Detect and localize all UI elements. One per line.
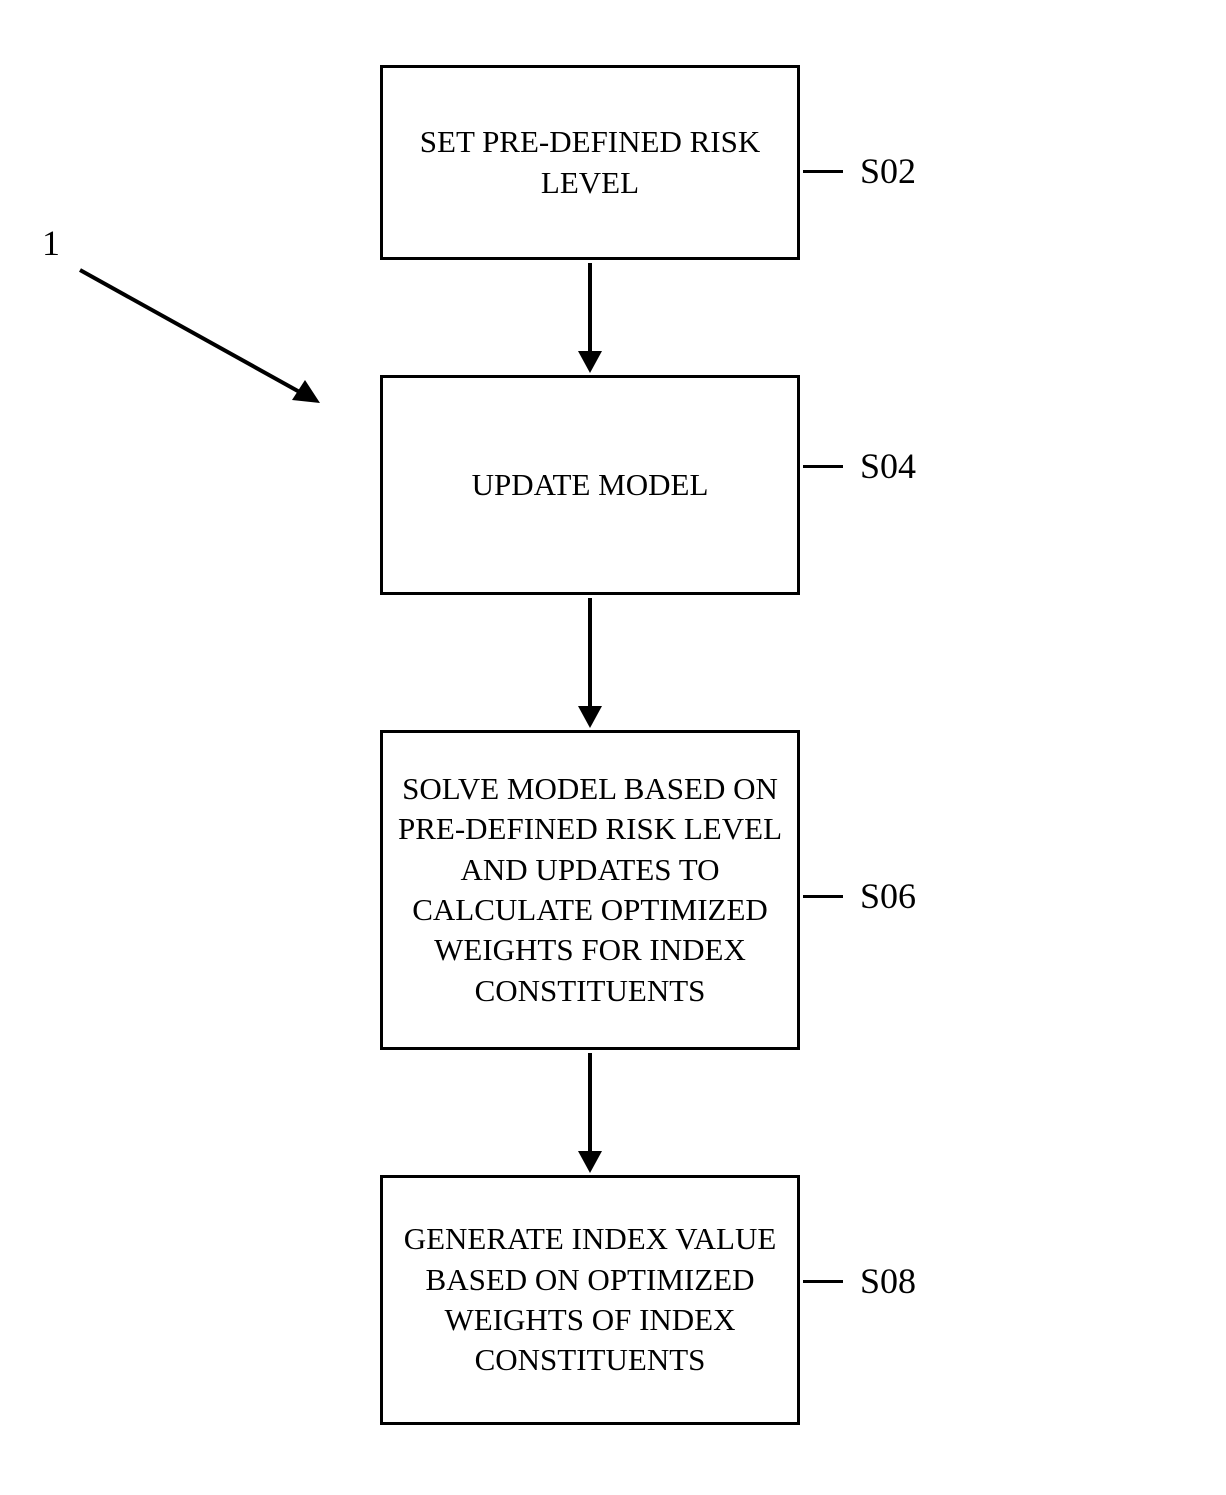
node-s04: UPDATE MODEL: [380, 375, 800, 595]
node-s02-text: SET PRE-DEFINED RISK LEVEL: [393, 122, 787, 203]
node-s04-text: UPDATE MODEL: [472, 465, 709, 505]
node-s06: SOLVE MODEL BASED ON PRE-DEFINED RISK LE…: [380, 730, 800, 1050]
arrowhead-s02-s04: [578, 351, 602, 373]
node-s08-text: GENERATE INDEX VALUE BASED ON OPTIMIZED …: [393, 1219, 787, 1380]
edge-s04-s06: [588, 598, 592, 708]
node-s04-label: S04: [860, 445, 916, 487]
edge-s06-s08: [588, 1053, 592, 1153]
arrowhead-s04-s06: [578, 706, 602, 728]
node-s06-label: S06: [860, 875, 916, 917]
pointer-arrow: [60, 250, 340, 420]
label-connector-s02: [803, 170, 843, 173]
label-connector-s08: [803, 1280, 843, 1283]
edge-s02-s04: [588, 263, 592, 353]
label-connector-s04: [803, 465, 843, 468]
node-s02: SET PRE-DEFINED RISK LEVEL: [380, 65, 800, 260]
node-s08-label: S08: [860, 1260, 916, 1302]
label-connector-s06: [803, 895, 843, 898]
node-s06-text: SOLVE MODEL BASED ON PRE-DEFINED RISK LE…: [393, 769, 787, 1011]
arrowhead-s06-s08: [578, 1151, 602, 1173]
node-s08: GENERATE INDEX VALUE BASED ON OPTIMIZED …: [380, 1175, 800, 1425]
node-s02-label: S02: [860, 150, 916, 192]
pointer-label: 1: [42, 222, 60, 264]
